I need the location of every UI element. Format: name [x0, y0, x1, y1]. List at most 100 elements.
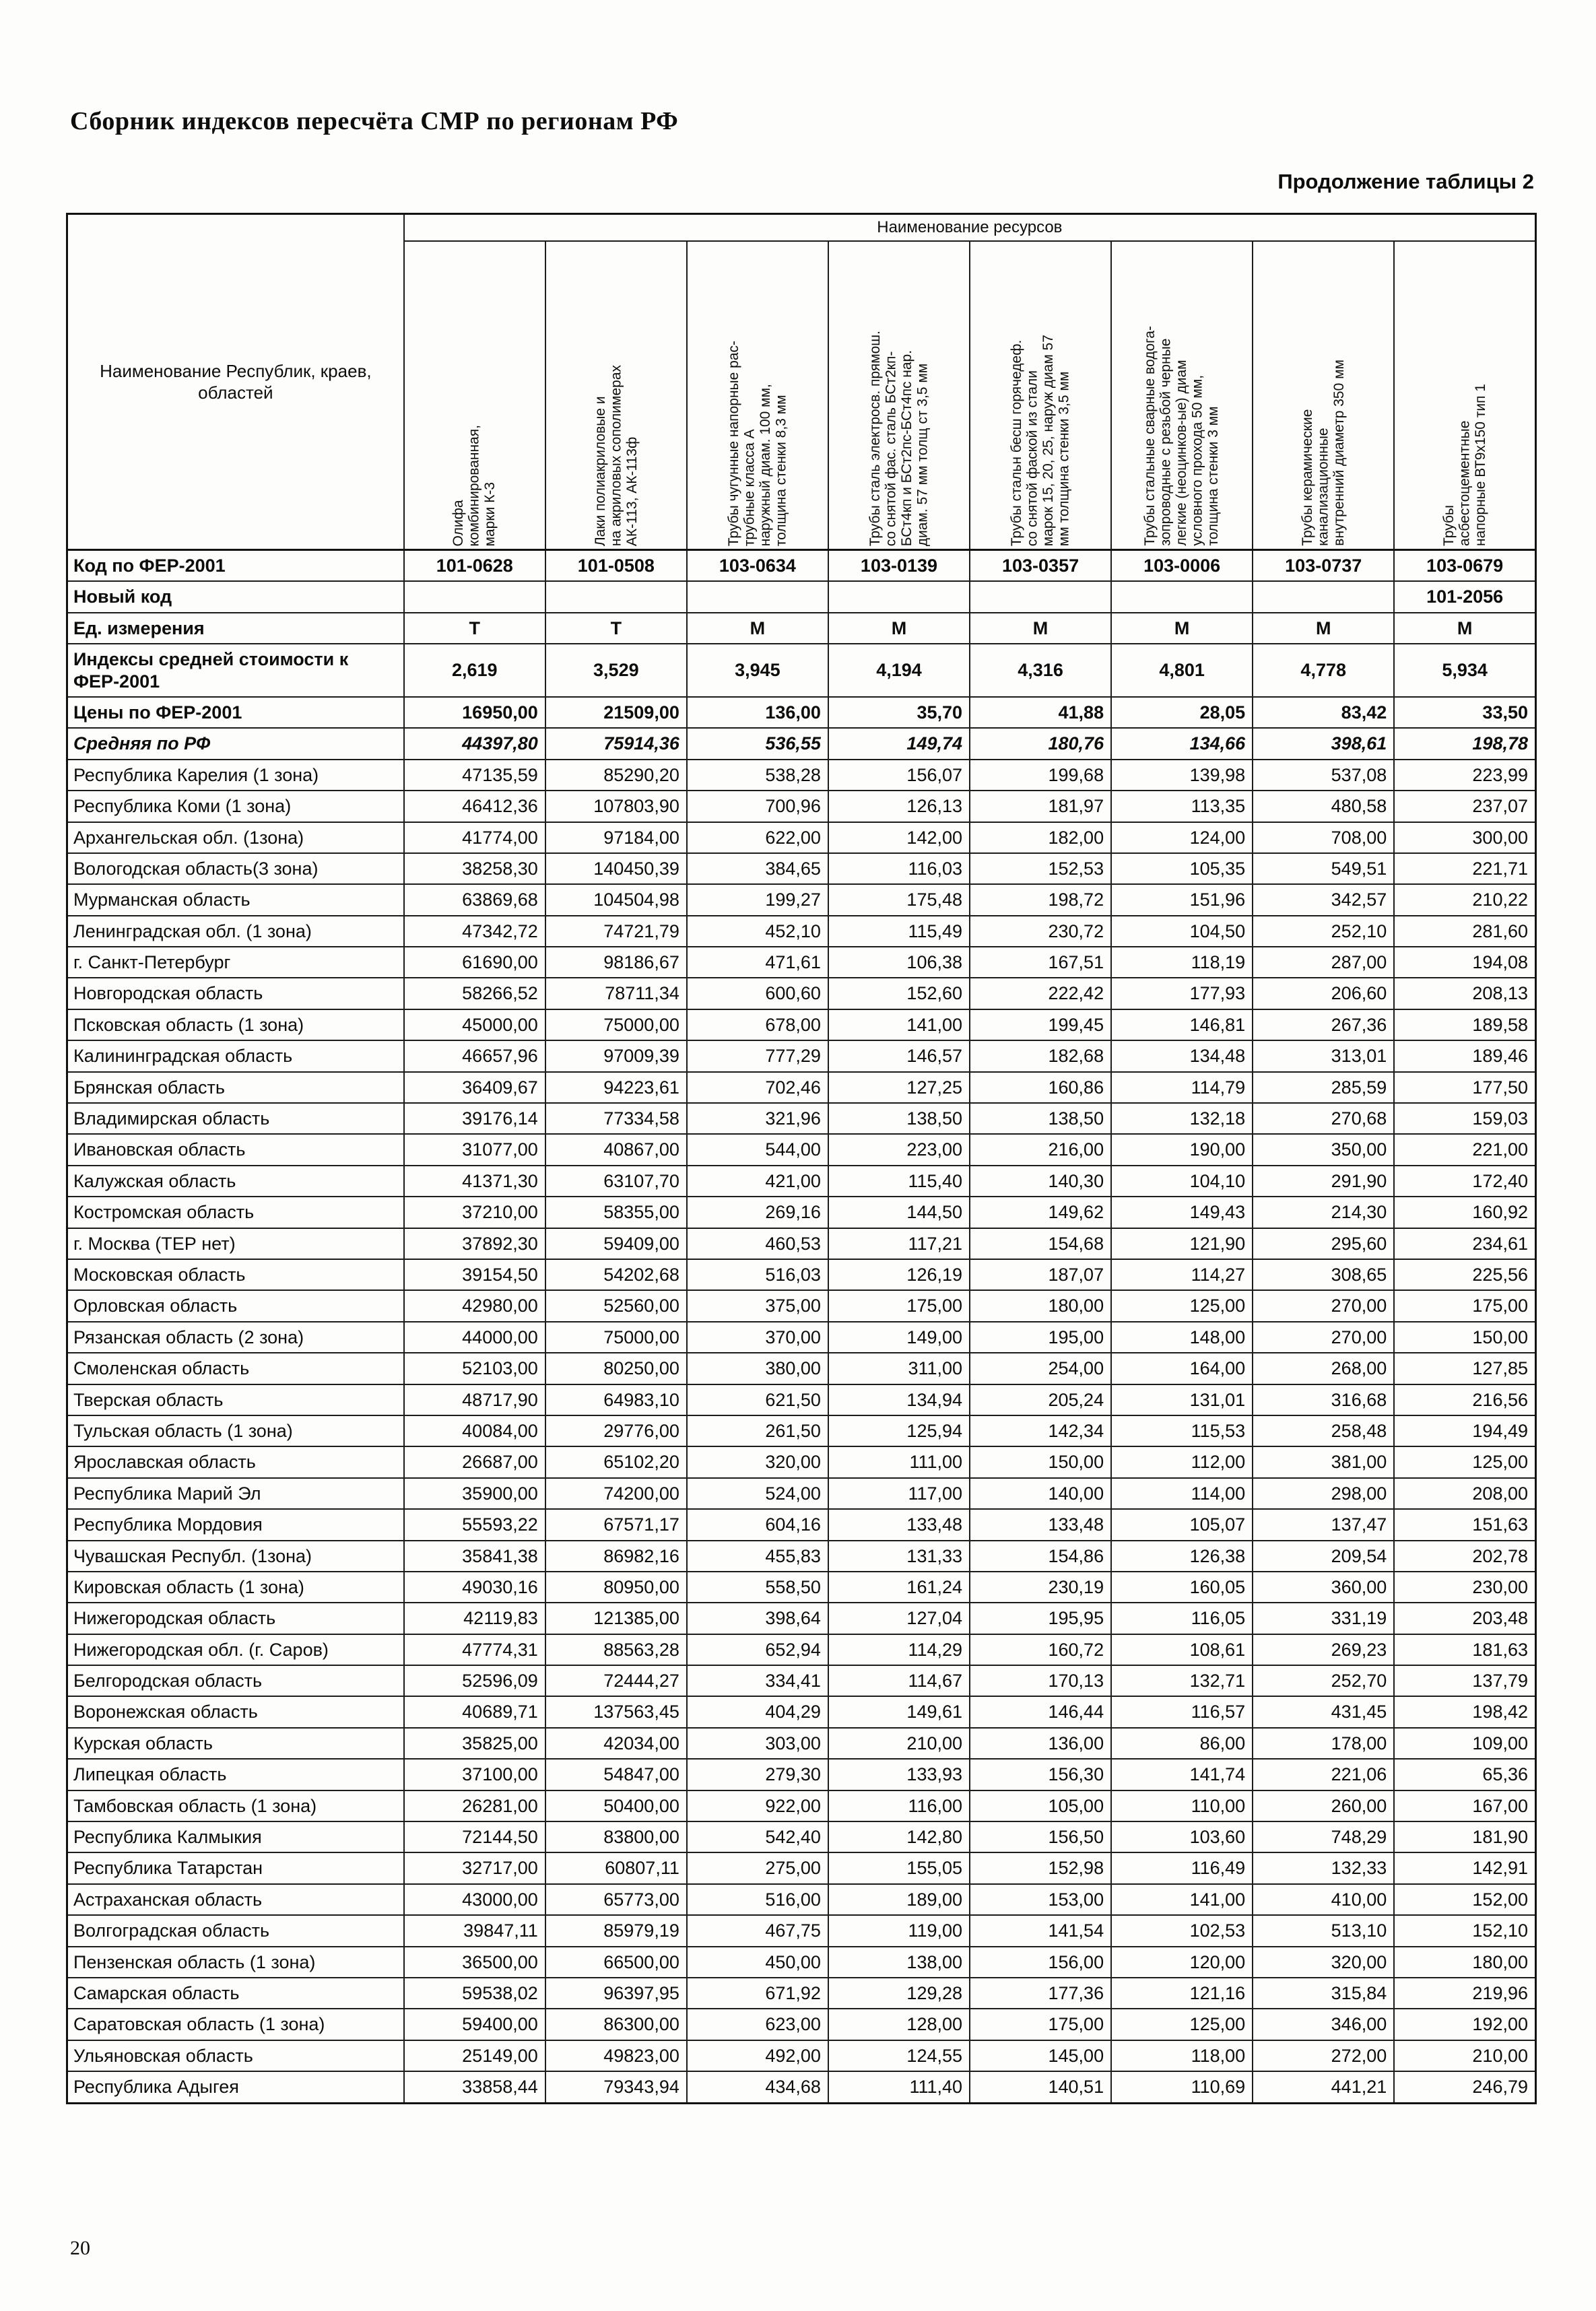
value-cell: 513,10: [1252, 1914, 1395, 1947]
value-cell: 75000,00: [544, 1320, 688, 1354]
value-cell: 133,93: [827, 1758, 971, 1791]
table-row: Республика Мордовия 55593,22 67571,17 604,1…: [66, 1508, 1537, 1541]
value-cell: 4,801: [1110, 643, 1254, 698]
value-cell: 97184,00: [544, 821, 688, 854]
region-name: Ленинградская обл. (1 зона): [66, 914, 405, 948]
table-row: Мурманская область 63869,68 104504,98 199,2…: [66, 883, 1537, 916]
table-row: Вологодская область(3 зона) 38258,30 14045…: [66, 852, 1537, 885]
value-cell: 80250,00: [544, 1352, 688, 1385]
value-cell: 205,24: [969, 1383, 1112, 1416]
value-cell: 101-0628: [403, 549, 546, 582]
value-cell: 268,00: [1252, 1352, 1395, 1385]
value-cell: 49030,16: [403, 1570, 546, 1604]
region-name: Кировская область (1 зона): [66, 1570, 405, 1604]
value-cell: 40689,71: [403, 1696, 546, 1729]
table-row: Волгоградская область 39847,11 85979,19 467…: [66, 1914, 1537, 1947]
value-cell: 35841,38: [403, 1539, 546, 1572]
value-cell: 708,00: [1252, 821, 1395, 854]
value-cell: 47135,59: [403, 758, 546, 792]
value-cell: 295,60: [1252, 1227, 1395, 1260]
value-cell: 194,08: [1393, 946, 1537, 979]
value-cell: 40867,00: [544, 1133, 688, 1166]
value-cell: 139,98: [1110, 758, 1254, 792]
value-cell: 777,29: [686, 1040, 829, 1073]
resource-column-header: Олифа комбинированная, марки К-3: [403, 240, 546, 551]
value-cell: 151,63: [1393, 1508, 1537, 1541]
value-cell: 267,36: [1252, 1008, 1395, 1042]
table-row: Ярославская область 26687,00 65102,20 320,0…: [66, 1446, 1537, 1479]
value-cell: 524,00: [686, 1477, 829, 1510]
value-cell: [1252, 580, 1395, 613]
value-cell: 47774,31: [403, 1633, 546, 1667]
value-cell: 33,50: [1393, 696, 1537, 729]
value-cell: 141,74: [1110, 1758, 1254, 1791]
value-cell: 59409,00: [544, 1227, 688, 1260]
table-row: г. Санкт-Петербург 61690,00 98186,67 471,61…: [66, 946, 1537, 979]
value-cell: 132,33: [1252, 1852, 1395, 1885]
value-cell: 142,80: [827, 1821, 971, 1854]
table-row: Рязанская область (2 зона) 44000,00 75000,…: [66, 1320, 1537, 1354]
value-cell: 74721,79: [544, 914, 688, 948]
value-cell: 170,13: [969, 1665, 1112, 1698]
value-cell: 29776,00: [544, 1414, 688, 1448]
value-cell: 922,00: [686, 1789, 829, 1823]
value-cell: 31077,00: [403, 1133, 546, 1166]
value-cell: 114,29: [827, 1633, 971, 1667]
value-cell: 114,67: [827, 1665, 971, 1698]
value-cell: 346,00: [1252, 2008, 1395, 2041]
value-cell: 103-0139: [827, 549, 971, 582]
value-cell: 272,00: [1252, 2039, 1395, 2073]
region-name: Ульяновская область: [66, 2039, 405, 2073]
region-name: Новгородская область: [66, 977, 405, 1010]
value-cell: 120,00: [1110, 1945, 1254, 1978]
value-cell: 199,45: [969, 1008, 1112, 1042]
value-cell: 110,69: [1110, 2071, 1254, 2104]
value-cell: 221,06: [1252, 1758, 1395, 1791]
value-cell: 198,78: [1393, 727, 1537, 760]
value-cell: 622,00: [686, 821, 829, 854]
value-cell: М: [827, 611, 971, 645]
value-cell: 121385,00: [544, 1602, 688, 1635]
value-cell: 141,54: [969, 1914, 1112, 1947]
value-cell: 49823,00: [544, 2039, 688, 2073]
value-cell: 26281,00: [403, 1789, 546, 1823]
value-cell: 342,57: [1252, 883, 1395, 916]
value-cell: 600,60: [686, 977, 829, 1010]
value-cell: 222,42: [969, 977, 1112, 1010]
value-cell: 152,98: [969, 1852, 1112, 1885]
value-cell: 86982,16: [544, 1539, 688, 1572]
region-name: Вологодская область(3 зона): [66, 852, 405, 885]
page-number: 20: [70, 2237, 90, 2259]
row-label: Ед. измерения: [66, 611, 405, 645]
value-cell: 121,90: [1110, 1227, 1254, 1260]
value-cell: 254,00: [969, 1352, 1112, 1385]
value-cell: 237,07: [1393, 790, 1537, 823]
value-cell: 32717,00: [403, 1852, 546, 1885]
value-cell: 47342,72: [403, 914, 546, 948]
table-row: Ивановская область 31077,00 40867,00 544,00…: [66, 1133, 1537, 1166]
value-cell: 61690,00: [403, 946, 546, 979]
value-cell: 190,00: [1110, 1133, 1254, 1166]
value-cell: [969, 580, 1112, 613]
table-row: г. Москва (ТЕР нет) 37892,30 59409,00 460,5…: [66, 1227, 1537, 1260]
meta-row: Код по ФЕР-2001 101-0628 101-0508 103-0634 1…: [66, 549, 1537, 582]
value-cell: 138,00: [827, 1945, 971, 1978]
value-cell: 460,53: [686, 1227, 829, 1260]
value-cell: 63869,68: [403, 883, 546, 916]
table-row: Новгородская область 58266,52 78711,34 600,…: [66, 977, 1537, 1010]
value-cell: 178,00: [1252, 1727, 1395, 1760]
value-cell: 152,60: [827, 977, 971, 1010]
value-cell: 52596,09: [403, 1665, 546, 1698]
value-cell: 230,19: [969, 1570, 1112, 1604]
value-cell: 3,945: [686, 643, 829, 698]
value-cell: 121,16: [1110, 1976, 1254, 2010]
region-name: Костромская область: [66, 1196, 405, 1229]
value-cell: 230,00: [1393, 1570, 1537, 1604]
value-cell: 549,51: [1252, 852, 1395, 885]
value-cell: 652,94: [686, 1633, 829, 1667]
value-cell: 175,00: [827, 1290, 971, 1322]
value-cell: 144,50: [827, 1196, 971, 1229]
value-cell: 167,00: [1393, 1789, 1537, 1823]
value-cell: 604,16: [686, 1508, 829, 1541]
